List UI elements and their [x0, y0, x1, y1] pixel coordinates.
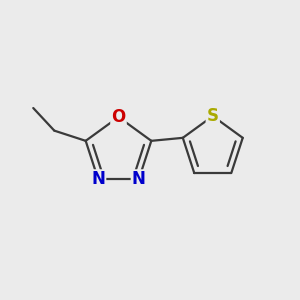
Text: N: N: [132, 170, 146, 188]
Text: O: O: [111, 108, 126, 126]
Text: S: S: [207, 107, 219, 125]
Text: N: N: [91, 170, 105, 188]
